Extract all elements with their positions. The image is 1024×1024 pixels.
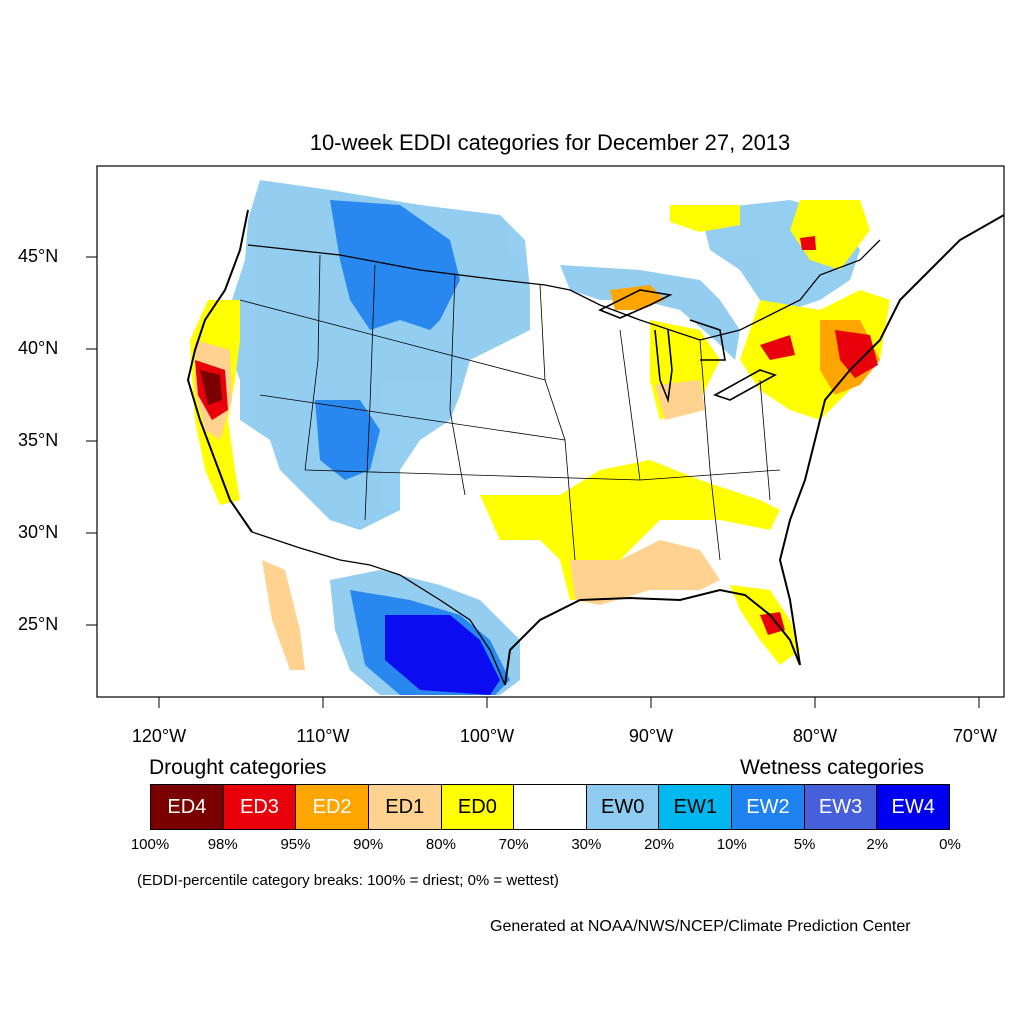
lat-label: 30°N xyxy=(18,522,59,542)
percent-label: 0% xyxy=(939,836,961,853)
percent-label: 70% xyxy=(498,836,529,853)
percent-label: 90% xyxy=(353,836,384,853)
percent-label: 100% xyxy=(130,836,170,853)
boundaries xyxy=(186,209,1004,686)
percent-label: 98% xyxy=(207,836,238,853)
percent-label: 80% xyxy=(425,836,456,853)
lat-label: 45°N xyxy=(18,246,59,266)
lon-label: 70°W xyxy=(952,726,998,746)
drought-heading: Drought categories xyxy=(149,756,327,779)
texas-very-wet xyxy=(385,615,500,695)
percent-label: 5% xyxy=(793,836,816,853)
great-lakes-wet xyxy=(560,265,740,360)
lake-michigan xyxy=(654,329,673,404)
utah-wet xyxy=(315,400,380,480)
legend-swatch xyxy=(514,785,587,829)
lon-label: 100°W xyxy=(459,726,515,746)
lat-label: 40°N xyxy=(18,338,59,358)
percent-label: 95% xyxy=(280,836,311,853)
south-central-dry xyxy=(480,460,780,600)
percent-label: 20% xyxy=(644,836,675,853)
gulf-ed1 xyxy=(570,540,720,605)
legend-swatch: EW3 xyxy=(804,785,878,829)
wetness-heading: Wetness categories xyxy=(740,756,925,779)
legend-swatch: ED2 xyxy=(296,785,369,829)
ontario-dry xyxy=(670,205,740,232)
lon-label: 90°W xyxy=(628,726,674,746)
baja-dry xyxy=(262,560,305,670)
legend-swatch: EW0 xyxy=(586,785,660,829)
legend-swatch: EW4 xyxy=(877,785,950,829)
lon-label: 120°W xyxy=(131,726,187,746)
state-lines xyxy=(239,254,781,561)
mexico-border xyxy=(251,531,506,686)
legend-swatch: ED4 xyxy=(151,785,224,829)
legend-swatch: EW2 xyxy=(732,785,805,829)
lake-huron xyxy=(689,319,726,361)
legend-swatch: ED3 xyxy=(223,785,297,829)
legend-swatch: ED1 xyxy=(368,785,442,829)
percent-label: 30% xyxy=(571,836,602,853)
percent-label: 10% xyxy=(716,836,747,853)
lon-label: 80°W xyxy=(792,726,838,746)
lake-erie xyxy=(713,369,777,401)
percent-label: 2% xyxy=(866,836,889,853)
new-york-ed3 xyxy=(760,335,795,360)
lake-superior xyxy=(598,289,673,319)
quebec-ed3 xyxy=(800,236,816,250)
gulf-coast xyxy=(504,588,801,686)
legend-colorbar: ED4 ED3 ED2 ED1 ED0 EW0 EW1 EW2 EW3 EW4 xyxy=(150,784,950,830)
lat-label: 25°N xyxy=(18,614,59,634)
quebec-dry xyxy=(790,200,870,270)
map-frame xyxy=(96,165,1005,698)
legend-swatch: EW1 xyxy=(659,785,733,829)
axis-ticks xyxy=(86,256,980,708)
category-note: (EDDI-percentile category breaks: 100% =… xyxy=(137,872,559,889)
california-ed4 xyxy=(200,370,222,405)
lon-label: 110°W xyxy=(296,726,350,746)
lat-label: 35°N xyxy=(18,430,59,450)
legend-swatch: ED0 xyxy=(441,785,515,829)
map-title: 10-week EDDI categories for December 27,… xyxy=(309,130,791,155)
drought-regions xyxy=(190,200,890,670)
florida-ed3 xyxy=(760,612,785,635)
credit-line: Generated at NOAA/NWS/NCEP/Climate Predi… xyxy=(490,918,911,935)
canada-border xyxy=(247,239,881,341)
midwest-ed1 xyxy=(655,380,705,420)
northeast-ed3 xyxy=(835,330,878,378)
west-coast xyxy=(186,209,253,533)
east-coast xyxy=(778,214,1004,666)
